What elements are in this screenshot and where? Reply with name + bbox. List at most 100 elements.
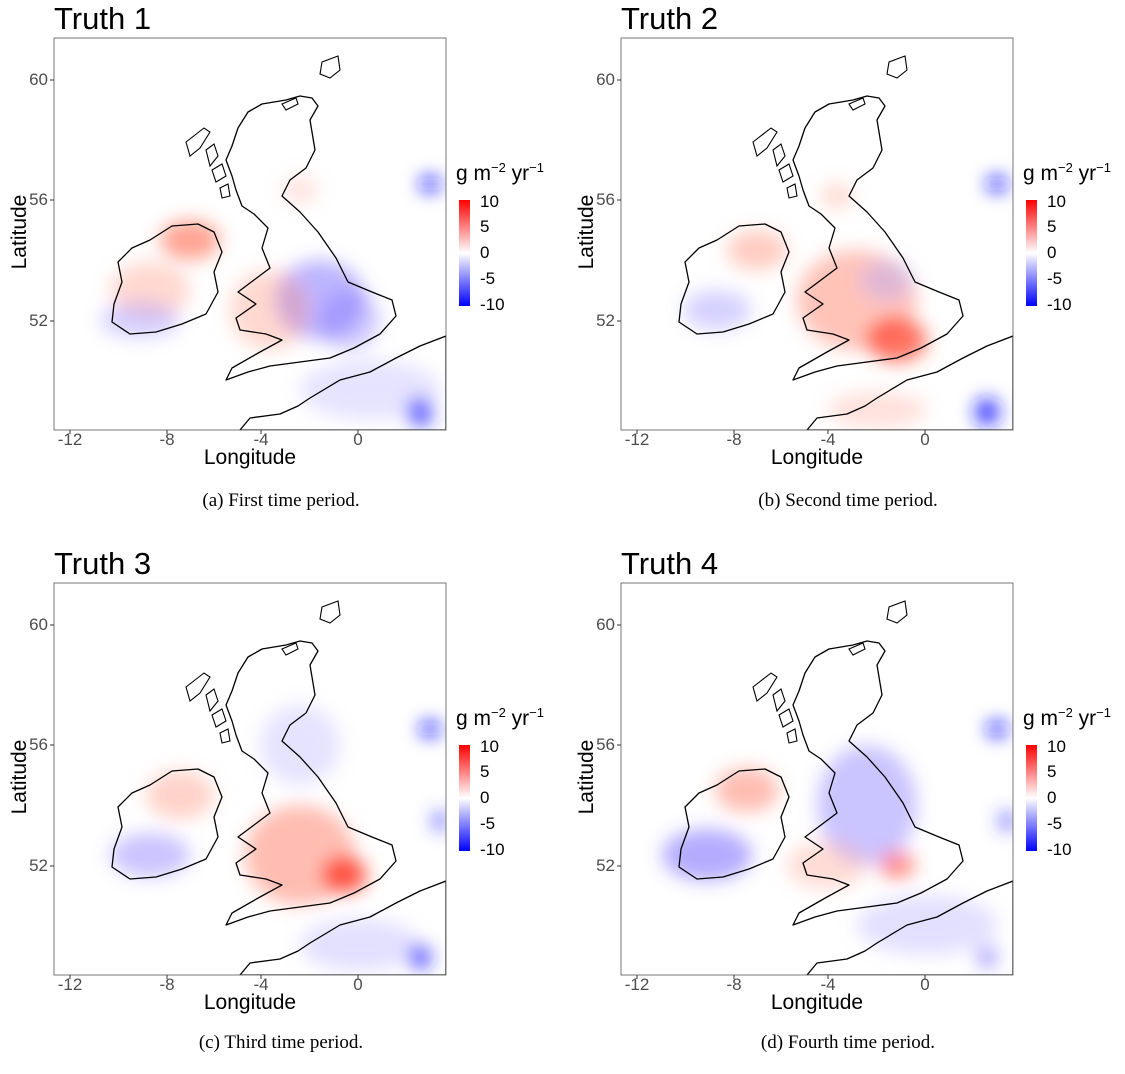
x-axis-label: Longitude — [203, 991, 297, 1014]
legend-title: g m−2 yr−1 — [456, 160, 544, 185]
field-blob — [827, 392, 927, 428]
legend-title: g m−2 yr−1 — [456, 705, 544, 730]
panel-title: Truth 3 — [54, 546, 152, 581]
colorbar — [1026, 200, 1037, 306]
field-blob — [146, 771, 214, 819]
plot-frame — [53, 37, 447, 431]
field-blob — [230, 270, 310, 350]
france-coastline — [806, 335, 1013, 430]
legend-tick: 5 — [480, 762, 490, 781]
island-coastline — [205, 688, 219, 713]
france-coastline — [806, 880, 1013, 975]
x-tick: -4 — [820, 975, 836, 994]
field-blob — [432, 811, 446, 831]
x-axis-label: Longitude — [203, 446, 297, 469]
france-coastline — [239, 880, 446, 975]
island-coastline — [185, 127, 211, 157]
island-coastline — [772, 688, 786, 713]
island-coastline — [772, 143, 786, 168]
field-blob — [320, 290, 380, 350]
x-tick: -4 — [253, 975, 269, 994]
field-blob — [987, 721, 1007, 737]
island-coastline — [786, 728, 798, 744]
legend-tick: -10 — [480, 295, 505, 314]
island-coastline — [752, 672, 778, 702]
colorbar — [459, 745, 470, 851]
y-tick: 60 — [29, 70, 48, 89]
field-blob — [323, 857, 367, 893]
x-tick: -8 — [159, 430, 175, 449]
field-blob — [987, 176, 1007, 192]
panel-title: Truth 4 — [621, 546, 719, 581]
legend-tick: -10 — [480, 840, 505, 859]
colorbar — [1026, 745, 1037, 851]
field-blob — [817, 745, 917, 865]
field-blob — [727, 230, 787, 270]
y-tick: 56 — [29, 190, 48, 209]
y-tick: 56 — [596, 190, 615, 209]
ireland-coastline — [678, 768, 790, 880]
panel-title: Truth 2 — [621, 1, 719, 36]
map-panel-1: Truth 1 Latitude Longitude -12 -8 -4 0 6… — [0, 0, 562, 529]
x-tick: -8 — [726, 975, 742, 994]
island-coastline — [219, 728, 231, 744]
island-coastline — [778, 163, 794, 183]
field-blob — [861, 260, 913, 300]
legend-tick: 5 — [1047, 217, 1057, 236]
france-coastline — [239, 335, 446, 430]
y-tick: 52 — [29, 311, 48, 330]
legend-tick: 5 — [480, 217, 490, 236]
great-britain-coastline — [792, 640, 964, 926]
ireland-coastline — [111, 223, 223, 335]
x-tick: 0 — [920, 975, 930, 994]
figure-caption: (c) Third time period. — [198, 1032, 364, 1053]
x-tick: -12 — [57, 430, 83, 449]
x-axis-label: Longitude — [770, 991, 864, 1014]
field-blob — [683, 290, 751, 330]
island-coastline — [848, 642, 866, 656]
map-plot — [50, 582, 447, 979]
island-coastline — [281, 642, 299, 656]
field-blob — [260, 705, 340, 785]
x-tick: -8 — [726, 430, 742, 449]
x-tick: -8 — [159, 975, 175, 994]
y-tick: 56 — [29, 735, 48, 754]
x-tick: -4 — [820, 430, 836, 449]
legend-tick: -5 — [1047, 814, 1063, 833]
map-plot — [617, 37, 1014, 434]
legend-tick: 0 — [1047, 788, 1057, 807]
legend-tick: 0 — [1047, 243, 1057, 262]
field-blob — [977, 945, 997, 969]
great-britain-coastline — [225, 640, 397, 926]
map-panel-3: Truth 3 Latitude Longitude -12 -8 -4 0 6… — [0, 545, 562, 1074]
legend-tick: 10 — [480, 192, 499, 211]
x-tick: 0 — [920, 430, 930, 449]
x-tick: -4 — [253, 430, 269, 449]
island-coastline — [886, 600, 908, 624]
island-coastline — [281, 97, 299, 111]
y-tick: 60 — [29, 615, 48, 634]
ireland-coastline — [678, 223, 790, 335]
x-tick: -12 — [57, 975, 83, 994]
island-coastline — [786, 183, 798, 199]
legend-tick: -10 — [1047, 840, 1072, 859]
legend-tick: 10 — [480, 737, 499, 756]
y-tick: 56 — [596, 735, 615, 754]
y-tick: 52 — [596, 311, 615, 330]
field-blob — [975, 398, 999, 426]
field-blob — [787, 841, 867, 889]
field-blob — [300, 360, 440, 420]
island-coastline — [219, 183, 231, 199]
legend-title: g m−2 yr−1 — [1023, 705, 1111, 730]
y-tick: 52 — [29, 856, 48, 875]
y-tick: 60 — [596, 615, 615, 634]
field-blob — [100, 302, 180, 338]
island-coastline — [886, 55, 908, 79]
map-plot — [617, 582, 1014, 979]
legend-tick: -5 — [480, 269, 496, 288]
field-blob — [999, 811, 1013, 831]
x-tick: 0 — [353, 430, 363, 449]
field-blob — [420, 176, 440, 192]
map-panel-4: Truth 4 Latitude Longitude -12 -8 -4 0 6… — [567, 545, 1125, 1074]
figure-caption: (d) Fourth time period. — [760, 1032, 936, 1053]
